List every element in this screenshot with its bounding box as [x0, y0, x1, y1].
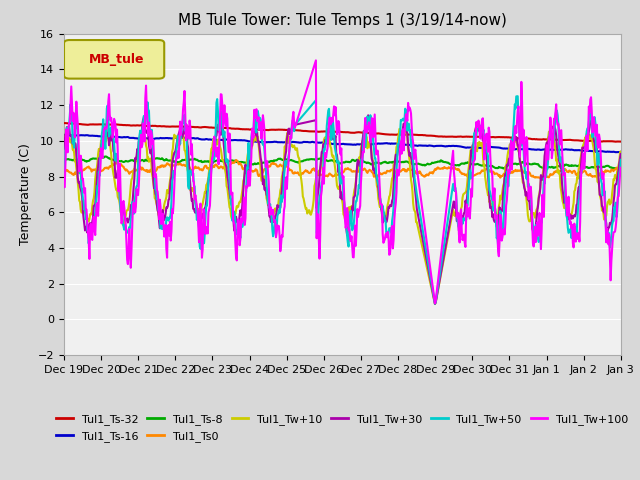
Text: MB_tule: MB_tule: [89, 52, 145, 65]
Legend: Tul1_Ts-32, Tul1_Ts-16, Tul1_Ts-8, Tul1_Ts0, Tul1_Tw+10, Tul1_Tw+30, Tul1_Tw+50,: Tul1_Ts-32, Tul1_Ts-16, Tul1_Ts-8, Tul1_…: [52, 410, 633, 446]
Y-axis label: Temperature (C): Temperature (C): [19, 144, 32, 245]
Title: MB Tule Tower: Tule Temps 1 (3/19/14-now): MB Tule Tower: Tule Temps 1 (3/19/14-now…: [178, 13, 507, 28]
FancyBboxPatch shape: [64, 40, 164, 79]
